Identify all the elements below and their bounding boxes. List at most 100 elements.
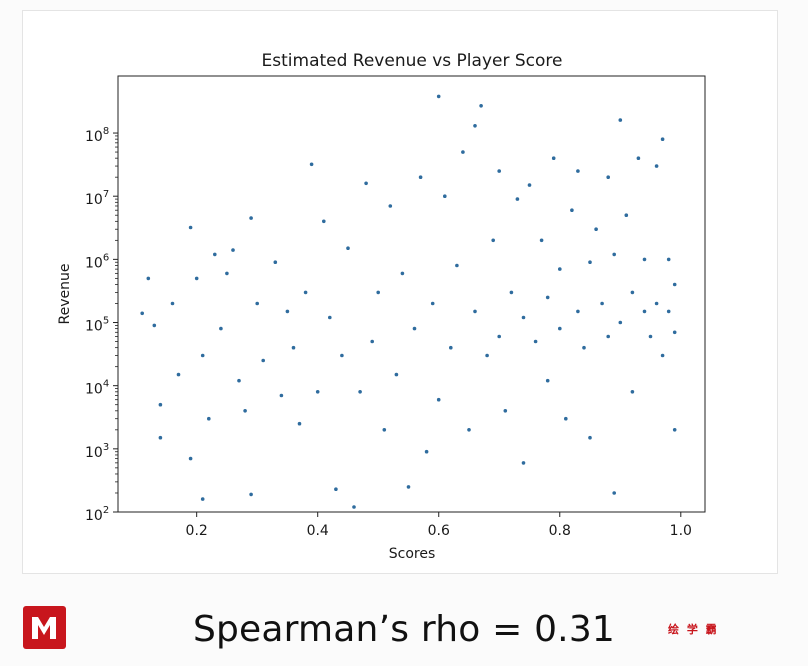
data-point: [449, 345, 453, 350]
data-point: [436, 94, 441, 99]
data-point: [630, 390, 635, 394]
plot-area: [117, 75, 706, 513]
logo-icon: [32, 617, 56, 639]
channel-logo: [23, 606, 66, 649]
data-point: [527, 183, 532, 187]
y-tick-label: 106: [85, 252, 109, 271]
y-tick-label: 102: [85, 505, 109, 524]
data-point: [576, 309, 580, 314]
y-tick-label: 107: [85, 189, 109, 208]
data-point: [188, 225, 193, 230]
data-point: [666, 257, 671, 262]
data-point: [485, 353, 489, 358]
data-point: [473, 309, 477, 314]
data-point: [328, 315, 332, 320]
data-point: [521, 461, 526, 465]
data-point: [285, 309, 290, 314]
data-point: [303, 290, 308, 295]
data-point: [654, 301, 659, 306]
data-point: [648, 334, 653, 339]
data-point: [394, 372, 399, 377]
data-point: [443, 194, 447, 198]
data-point: [273, 260, 278, 264]
figure-panel: Estimated Revenue vs Player Score 0.2 0.4…: [22, 10, 778, 574]
data-point: [467, 428, 471, 432]
data-point: [636, 156, 641, 160]
data-point: [406, 485, 411, 489]
data-point: [612, 491, 616, 495]
data-point: [207, 416, 211, 421]
data-point: [358, 390, 362, 394]
data-point: [672, 282, 677, 287]
data-point: [558, 267, 562, 271]
data-point: [660, 137, 665, 141]
data-point: [388, 204, 393, 208]
data-point: [545, 378, 550, 383]
x-tick-label: 0.6: [428, 523, 450, 539]
scatter-chart: Estimated Revenue vs Player Score 0.2 0.4…: [57, 51, 706, 562]
data-point: [370, 339, 375, 344]
data-point: [364, 181, 368, 186]
x-axis-ticks: 0.2 0.4 0.6 0.8 1.0: [186, 512, 692, 539]
x-tick-label: 0.4: [307, 523, 329, 539]
data-point: [430, 301, 435, 306]
data-point: [158, 435, 163, 440]
data-point: [491, 238, 496, 243]
data-point: [606, 334, 610, 339]
data-point: [533, 339, 538, 344]
data-point: [309, 162, 314, 167]
data-point: [297, 421, 302, 426]
data-point: [176, 372, 181, 377]
x-tick-label: 0.8: [549, 523, 571, 539]
data-point: [219, 326, 223, 331]
data-point: [497, 169, 502, 173]
data-point: [600, 301, 604, 306]
data-point: [455, 263, 459, 268]
data-point: [473, 124, 477, 128]
y-tick-label: 103: [85, 442, 109, 461]
data-point: [322, 219, 326, 224]
data-point: [188, 456, 193, 461]
data-point: [606, 175, 610, 179]
data-point: [515, 197, 520, 201]
data-point: [630, 290, 635, 295]
data-point: [551, 156, 556, 160]
data-point: [158, 402, 163, 407]
data-point: [194, 276, 199, 281]
y-axis-ticks: 102 103 104 105 106 107 108: [85, 126, 118, 524]
y-axis-label: Revenue: [57, 264, 73, 325]
data-point: [340, 353, 344, 358]
data-point: [642, 309, 647, 314]
y-tick-label: 108: [85, 126, 109, 145]
data-point: [352, 505, 356, 509]
data-point: [400, 271, 405, 276]
data-point: [436, 397, 441, 402]
data-point: [564, 416, 568, 421]
data-point: [558, 326, 562, 331]
data-points: [140, 94, 677, 509]
data-point: [642, 257, 647, 262]
data-point: [140, 311, 144, 316]
data-point: [346, 246, 350, 250]
data-point: [479, 104, 483, 108]
data-point: [200, 497, 205, 501]
data-point: [618, 118, 623, 122]
data-point: [539, 238, 544, 243]
data-point: [152, 323, 157, 328]
x-axis-label: Scores: [389, 546, 436, 562]
data-point: [200, 353, 205, 358]
data-point: [666, 309, 671, 314]
data-point: [672, 428, 677, 432]
data-point: [424, 449, 429, 454]
data-point: [588, 260, 592, 264]
data-point: [213, 252, 217, 257]
data-point: [170, 301, 175, 306]
data-point: [576, 169, 580, 173]
data-point: [225, 271, 229, 276]
y-tick-label: 105: [85, 316, 109, 335]
data-point: [660, 353, 665, 358]
watermark-text: 绘 学 霸: [668, 623, 719, 636]
data-point: [582, 345, 586, 350]
data-point: [503, 409, 508, 413]
x-tick-label: 1.0: [670, 523, 692, 539]
